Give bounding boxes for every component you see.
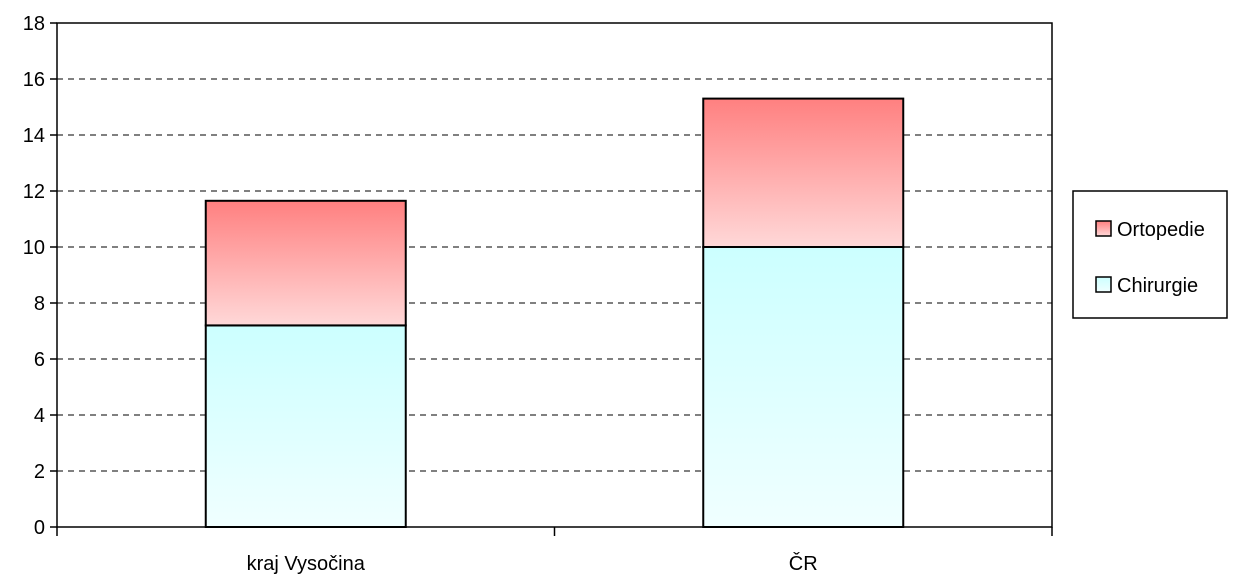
legend-label: Chirurgie — [1117, 275, 1198, 297]
y-axis-tick-labels: 0 2 4 6 8 10 12 14 16 18 — [23, 13, 45, 539]
y-tick-label: 8 — [34, 293, 45, 315]
legend-box — [1072, 190, 1228, 319]
y-tick-label: 2 — [34, 461, 45, 483]
y-tick-label: 14 — [23, 125, 45, 147]
x-axis-tick-labels: kraj Vysočina ČR — [247, 552, 818, 575]
y-tick-label: 18 — [23, 13, 45, 35]
x-tick-label: kraj Vysočina — [247, 553, 366, 575]
bar-chirurgie-0 — [204, 324, 407, 528]
axes — [50, 22, 1053, 536]
x-tick-label: ČR — [789, 552, 818, 575]
bar-chirurgie-1 — [702, 246, 905, 528]
y-tick-label: 12 — [23, 181, 45, 203]
bars — [204, 97, 905, 528]
y-tick-label: 6 — [34, 349, 45, 371]
legend-swatch — [1095, 220, 1112, 237]
y-tick-label: 0 — [34, 517, 45, 539]
bar-ortopedie-0 — [204, 199, 407, 327]
legend-label: Ortopedie — [1117, 219, 1205, 241]
y-tick-label: 16 — [23, 69, 45, 91]
legend-swatch — [1095, 276, 1112, 293]
legend: Ortopedie Chirurgie — [1072, 190, 1228, 319]
bar-ortopedie-1 — [702, 97, 905, 248]
y-tick-label: 10 — [23, 237, 45, 259]
y-tick-label: 4 — [34, 405, 45, 427]
